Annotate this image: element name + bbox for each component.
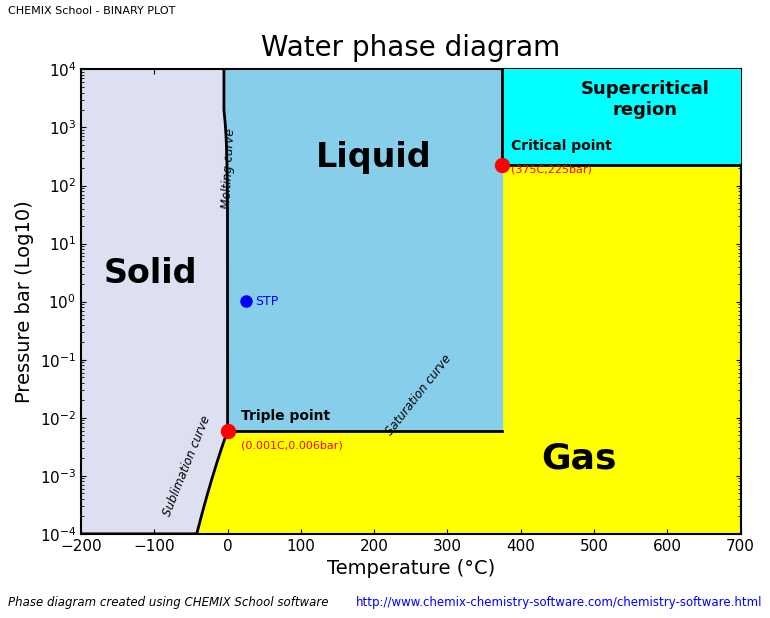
- Text: Sublimation curve: Sublimation curve: [161, 413, 213, 518]
- Text: CHEMIX School - BINARY PLOT: CHEMIX School - BINARY PLOT: [8, 6, 175, 16]
- Text: Gas: Gas: [541, 441, 617, 475]
- Text: (0.001C,0.006bar): (0.001C,0.006bar): [241, 441, 343, 451]
- Polygon shape: [502, 69, 741, 165]
- Text: Phase diagram created using CHEMIX School software: Phase diagram created using CHEMIX Schoo…: [8, 596, 328, 609]
- Y-axis label: Pressure bar (Log10): Pressure bar (Log10): [15, 200, 34, 403]
- Polygon shape: [224, 69, 502, 431]
- Text: STP: STP: [255, 295, 278, 308]
- Text: Saturation curve: Saturation curve: [383, 352, 454, 438]
- Text: (375C,225bar): (375C,225bar): [511, 164, 592, 174]
- Title: Water phase diagram: Water phase diagram: [261, 33, 561, 62]
- X-axis label: Temperature (°C): Temperature (°C): [326, 559, 495, 578]
- Text: Liquid: Liquid: [316, 142, 432, 174]
- Text: Triple point: Triple point: [241, 409, 330, 423]
- Text: Supercritical
region: Supercritical region: [581, 80, 710, 119]
- Polygon shape: [81, 69, 228, 534]
- Text: http://www.chemix-chemistry-software.com/chemistry-software.html: http://www.chemix-chemistry-software.com…: [356, 596, 762, 609]
- Text: Melting curve: Melting curve: [220, 127, 237, 208]
- Text: Solid: Solid: [104, 258, 197, 290]
- Text: Critical point: Critical point: [511, 139, 612, 153]
